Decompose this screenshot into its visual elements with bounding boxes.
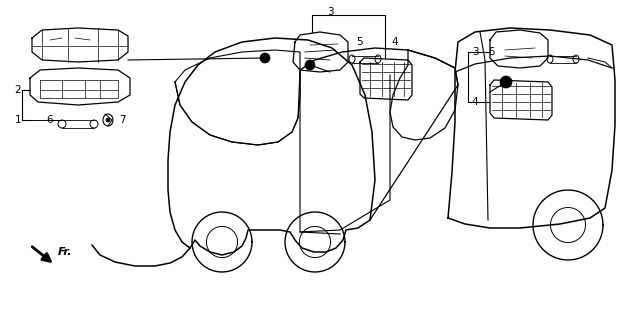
Text: 2: 2 bbox=[15, 85, 21, 95]
Ellipse shape bbox=[573, 55, 579, 63]
Text: 5: 5 bbox=[356, 37, 363, 47]
Ellipse shape bbox=[103, 114, 113, 126]
Text: 3: 3 bbox=[327, 7, 334, 17]
Ellipse shape bbox=[349, 55, 355, 63]
Ellipse shape bbox=[90, 120, 98, 128]
Text: 1: 1 bbox=[15, 115, 21, 125]
Ellipse shape bbox=[58, 120, 66, 128]
Text: 3: 3 bbox=[472, 47, 478, 57]
Text: 7: 7 bbox=[118, 115, 125, 125]
Text: 4: 4 bbox=[392, 37, 398, 47]
Ellipse shape bbox=[547, 55, 553, 63]
Ellipse shape bbox=[375, 55, 381, 63]
Ellipse shape bbox=[106, 118, 110, 122]
Ellipse shape bbox=[305, 60, 315, 70]
Text: 4: 4 bbox=[472, 97, 478, 107]
Text: Fr.: Fr. bbox=[58, 247, 73, 257]
Text: 6: 6 bbox=[46, 115, 53, 125]
Text: 5: 5 bbox=[489, 47, 495, 57]
Ellipse shape bbox=[500, 76, 512, 88]
Ellipse shape bbox=[260, 53, 270, 63]
